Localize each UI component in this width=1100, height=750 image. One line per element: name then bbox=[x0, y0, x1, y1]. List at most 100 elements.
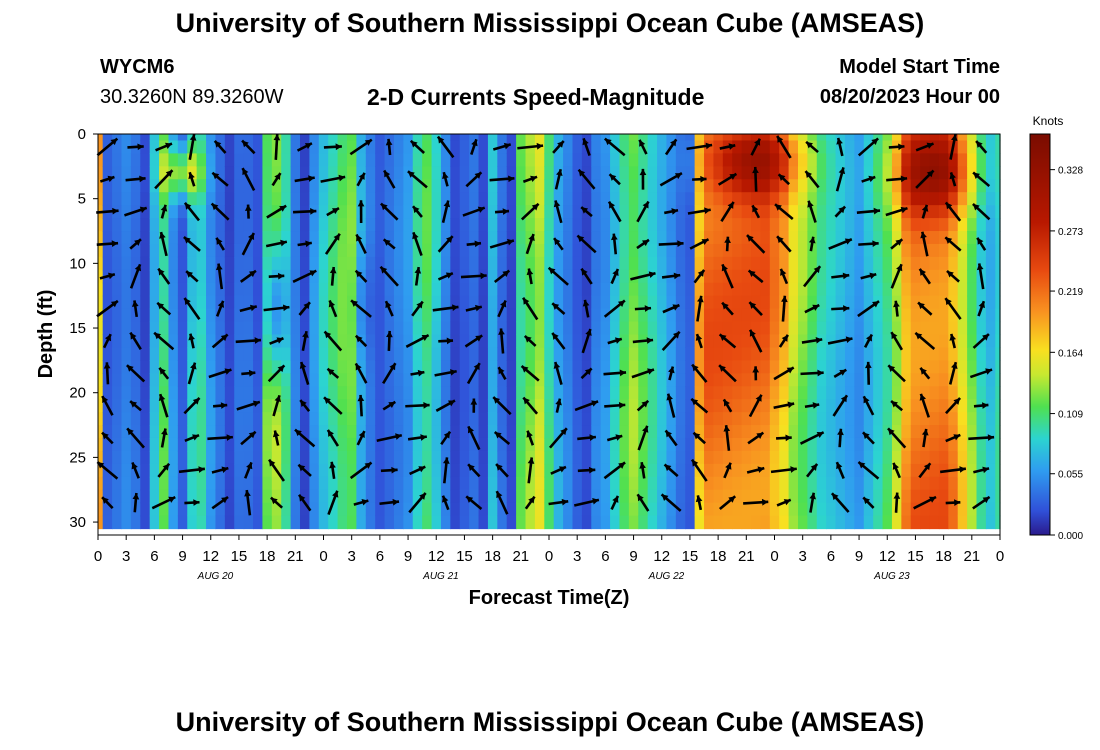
heatmap-cell bbox=[807, 360, 818, 374]
heatmap-cell bbox=[628, 231, 639, 245]
heatmap-cell bbox=[985, 256, 996, 271]
heatmap-cell bbox=[393, 243, 404, 258]
heatmap-cell bbox=[459, 476, 470, 491]
current-arrow bbox=[408, 492, 427, 514]
heatmap-cell bbox=[253, 476, 264, 491]
heatmap-cell bbox=[346, 373, 357, 387]
current-arrow bbox=[382, 238, 396, 250]
heatmap-cell bbox=[929, 140, 940, 155]
heatmap-cell bbox=[675, 321, 686, 336]
heatmap-cell bbox=[534, 192, 545, 206]
heatmap-cell bbox=[281, 373, 292, 387]
heatmap-cell bbox=[516, 134, 527, 142]
heatmap-cell bbox=[431, 269, 442, 284]
current-arrow bbox=[660, 493, 682, 512]
heatmap-cell bbox=[300, 295, 311, 310]
heatmap-cell bbox=[243, 437, 254, 452]
heatmap-cell bbox=[281, 256, 292, 271]
heatmap-cell bbox=[112, 256, 123, 271]
heatmap-cell bbox=[704, 205, 715, 219]
current-arrow bbox=[805, 140, 819, 154]
current-arrow bbox=[495, 490, 509, 515]
heatmap-cell bbox=[666, 489, 677, 504]
heatmap-cell bbox=[196, 140, 207, 155]
heatmap-cell bbox=[112, 502, 123, 517]
heatmap-cell bbox=[657, 134, 668, 142]
heatmap-cell bbox=[544, 360, 555, 374]
heatmap-cell bbox=[563, 179, 574, 193]
heatmap-cell bbox=[506, 502, 517, 517]
heatmap-cell bbox=[177, 243, 188, 258]
heatmap-cell bbox=[497, 282, 508, 297]
heatmap-cell bbox=[478, 360, 489, 374]
heatmap-cell bbox=[506, 166, 517, 180]
heatmap-cell bbox=[309, 153, 320, 167]
heatmap-cell bbox=[525, 321, 536, 336]
heatmap-cell bbox=[581, 134, 592, 142]
heatmap-cell bbox=[375, 256, 386, 271]
heatmap-cell bbox=[976, 476, 987, 491]
heatmap-cell bbox=[929, 360, 940, 374]
heatmap-cell bbox=[422, 476, 433, 491]
heatmap-cell bbox=[497, 450, 508, 465]
heatmap-cell bbox=[704, 218, 715, 232]
heatmap-cell bbox=[948, 347, 959, 361]
heatmap-cell bbox=[337, 399, 348, 413]
heatmap-cell bbox=[647, 140, 658, 155]
heatmap-cell bbox=[816, 386, 827, 400]
heatmap-cell bbox=[779, 243, 790, 258]
current-arrow bbox=[354, 269, 368, 283]
heatmap-cell bbox=[130, 373, 141, 387]
chart-subtitle: 2-D Currents Speed-Magnitude bbox=[367, 84, 705, 110]
heatmap-cell bbox=[713, 134, 724, 142]
heatmap-cell bbox=[610, 437, 621, 452]
heatmap-cell bbox=[807, 153, 818, 167]
heatmap-cell bbox=[516, 308, 527, 323]
heatmap-cell bbox=[976, 295, 987, 310]
heatmap-cell bbox=[882, 308, 893, 323]
current-arrow bbox=[919, 393, 930, 418]
heatmap-cell bbox=[224, 295, 235, 310]
current-arrow bbox=[102, 333, 112, 349]
heatmap-cell bbox=[422, 153, 433, 167]
heatmap-cell bbox=[262, 166, 273, 180]
heatmap-cell bbox=[234, 347, 245, 361]
heatmap-cell bbox=[985, 321, 996, 336]
heatmap-cell bbox=[685, 437, 696, 452]
heatmap-cell bbox=[215, 256, 226, 271]
heatmap-cell bbox=[224, 425, 235, 439]
heatmap-cell bbox=[224, 256, 235, 271]
current-arrow bbox=[240, 430, 257, 446]
heatmap-cell bbox=[854, 412, 865, 426]
heatmap-cell bbox=[628, 463, 639, 478]
current-arrow bbox=[692, 431, 706, 445]
heatmap-cell bbox=[591, 347, 602, 361]
heatmap-cell bbox=[478, 489, 489, 504]
heatmap-cell bbox=[844, 450, 855, 465]
heatmap-cell bbox=[130, 515, 141, 530]
heatmap-cell bbox=[920, 166, 931, 180]
heatmap-cell bbox=[807, 282, 818, 297]
heatmap-cell bbox=[516, 386, 527, 400]
heatmap-cell bbox=[112, 166, 123, 180]
heatmap-cell bbox=[976, 256, 987, 271]
heatmap-cell bbox=[365, 205, 376, 219]
heatmap-cell bbox=[873, 463, 884, 478]
heatmap-cell bbox=[196, 399, 207, 413]
heatmap-cell bbox=[826, 437, 837, 452]
heatmap-cell bbox=[384, 153, 395, 167]
heatmap-cell bbox=[384, 360, 395, 374]
heatmap-cell bbox=[882, 502, 893, 517]
heatmap-cell bbox=[563, 347, 574, 361]
heatmap-cell bbox=[628, 450, 639, 465]
heatmap-cell bbox=[910, 243, 921, 258]
heatmap-cell bbox=[206, 399, 217, 413]
current-arrow bbox=[750, 138, 762, 156]
heatmap-cell bbox=[713, 399, 724, 413]
heatmap-cell bbox=[487, 515, 498, 530]
heatmap-cell bbox=[224, 437, 235, 452]
heatmap-cell bbox=[957, 502, 968, 517]
heatmap-cell bbox=[384, 321, 395, 336]
heatmap-cell bbox=[591, 437, 602, 452]
heatmap-cell bbox=[704, 515, 715, 530]
